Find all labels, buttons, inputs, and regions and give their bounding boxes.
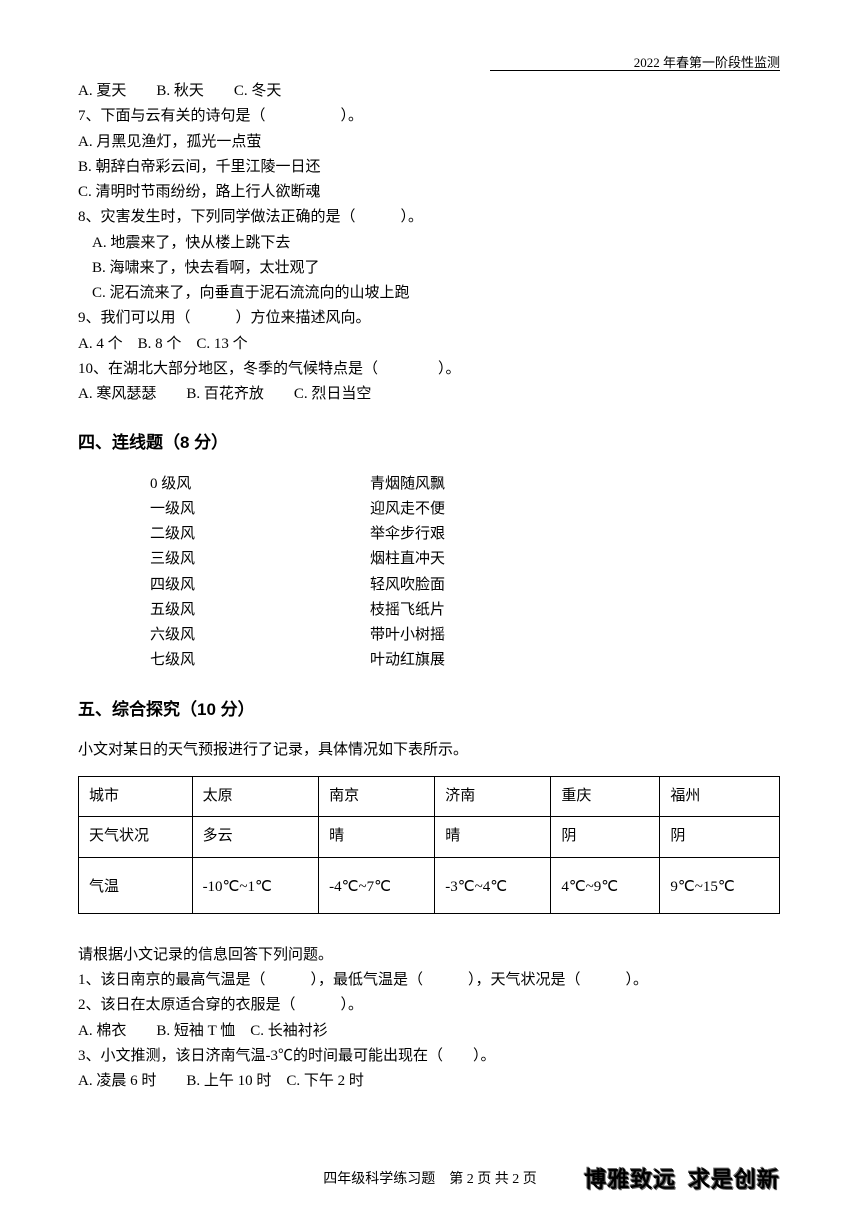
table-row: 气温 -10℃~1℃ -4℃~7℃ -3℃~4℃ 4℃~9℃ 9℃~15℃: [79, 857, 780, 913]
match-left: 二级风: [150, 523, 370, 546]
section5-intro: 小文对某日的天气预报进行了记录，具体情况如下表所示。: [78, 739, 780, 762]
table-cell: 晴: [319, 817, 435, 857]
match-row: 六级风带叶小树摇: [78, 624, 780, 647]
table-cell: -4℃~7℃: [319, 857, 435, 913]
match-left: 三级风: [150, 548, 370, 571]
header-subtitle: 2022 年春第一阶段性监测: [634, 52, 780, 71]
q7-text: 7、下面与云有关的诗句是（ ）。: [78, 105, 780, 128]
match-left: 一级风: [150, 498, 370, 521]
match-row: 五级风枝摇飞纸片: [78, 599, 780, 622]
q8-opt-b: B. 海啸来了，快去看啊，太壮观了: [78, 257, 780, 280]
match-row: 二级风举伞步行艰: [78, 523, 780, 546]
table-cell: 济南: [435, 777, 551, 817]
match-left: 五级风: [150, 599, 370, 622]
match-left: 0 级风: [150, 473, 370, 496]
q7-opt-a: A. 月黑见渔灯，孤光一点萤: [78, 131, 780, 154]
q8-text: 8、灾害发生时，下列同学做法正确的是（ ）。: [78, 206, 780, 229]
matching-block: 0 级风青烟随风飘 一级风迎风走不便 二级风举伞步行艰 三级风烟柱直冲天 四级风…: [78, 473, 780, 673]
q7-opt-b: B. 朝辞白帝彩云间，千里江陵一日还: [78, 156, 780, 179]
header-rule: [490, 70, 780, 71]
q6-options: A. 夏天 B. 秋天 C. 冬天: [78, 80, 780, 103]
match-row: 0 级风青烟随风飘: [78, 473, 780, 496]
match-right: 青烟随风飘: [370, 473, 445, 496]
s5-q2: 2、该日在太原适合穿的衣服是（ ）。: [78, 994, 780, 1017]
table-cell: 城市: [79, 777, 193, 817]
q9-text: 9、我们可以用（ ）方位来描述风向。: [78, 307, 780, 330]
s5-q3: 3、小文推测，该日济南气温-3℃的时间最可能出现在（ ）。: [78, 1045, 780, 1068]
table-cell: 气温: [79, 857, 193, 913]
match-right: 举伞步行艰: [370, 523, 445, 546]
section4-title: 四、连线题（8 分）: [78, 430, 780, 456]
match-right: 带叶小树摇: [370, 624, 445, 647]
table-cell: 重庆: [551, 777, 660, 817]
match-right: 轻风吹脸面: [370, 574, 445, 597]
match-right: 烟柱直冲天: [370, 548, 445, 571]
s5-q1: 1、该日南京的最高气温是（ ），最低气温是（ ），天气状况是（ ）。: [78, 969, 780, 992]
q8-opt-a: A. 地震来了，快从楼上跳下去: [78, 232, 780, 255]
stamp-1: 博雅致远: [584, 1162, 676, 1194]
table-cell: 4℃~9℃: [551, 857, 660, 913]
match-row: 七级风叶动红旗展: [78, 649, 780, 672]
stamp-2: 求是创新: [688, 1162, 780, 1194]
table-cell: 多云: [192, 817, 319, 857]
match-right: 枝摇飞纸片: [370, 599, 445, 622]
table-row: 城市 太原 南京 济南 重庆 福州: [79, 777, 780, 817]
table-cell: 阴: [660, 817, 780, 857]
match-right: 叶动红旗展: [370, 649, 445, 672]
weather-table: 城市 太原 南京 济南 重庆 福州 天气状况 多云 晴 晴 阴 阴 气温 -10…: [78, 776, 780, 914]
match-right: 迎风走不便: [370, 498, 445, 521]
q8-opt-c: C. 泥石流来了，向垂直于泥石流流向的山坡上跑: [78, 282, 780, 305]
table-cell: 9℃~15℃: [660, 857, 780, 913]
section5-title: 五、综合探究（10 分）: [78, 697, 780, 723]
match-left: 六级风: [150, 624, 370, 647]
table-cell: 南京: [319, 777, 435, 817]
q10-text: 10、在湖北大部分地区，冬季的气候特点是（ ）。: [78, 358, 780, 381]
table-cell: 晴: [435, 817, 551, 857]
match-left: 四级风: [150, 574, 370, 597]
footer-stamps: 博雅致远 求是创新: [576, 1162, 780, 1194]
table-cell: -10℃~1℃: [192, 857, 319, 913]
s5-q3-options: A. 凌晨 6 时 B. 上午 10 时 C. 下午 2 时: [78, 1070, 780, 1093]
s5-q2-options: A. 棉衣 B. 短袖 T 恤 C. 长袖衬衫: [78, 1020, 780, 1043]
table-cell: 福州: [660, 777, 780, 817]
q7-opt-c: C. 清明时节雨纷纷，路上行人欲断魂: [78, 181, 780, 204]
page-content: A. 夏天 B. 秋天 C. 冬天 7、下面与云有关的诗句是（ ）。 A. 月黑…: [78, 80, 780, 1093]
q10-options: A. 寒风瑟瑟 B. 百花齐放 C. 烈日当空: [78, 383, 780, 406]
match-row: 一级风迎风走不便: [78, 498, 780, 521]
table-cell: 天气状况: [79, 817, 193, 857]
match-row: 四级风轻风吹脸面: [78, 574, 780, 597]
table-cell: -3℃~4℃: [435, 857, 551, 913]
match-left: 七级风: [150, 649, 370, 672]
table-cell: 阴: [551, 817, 660, 857]
table-row: 天气状况 多云 晴 晴 阴 阴: [79, 817, 780, 857]
table-cell: 太原: [192, 777, 319, 817]
q9-options: A. 4 个 B. 8 个 C. 13 个: [78, 333, 780, 356]
section5-post: 请根据小文记录的信息回答下列问题。: [78, 944, 780, 967]
match-row: 三级风烟柱直冲天: [78, 548, 780, 571]
